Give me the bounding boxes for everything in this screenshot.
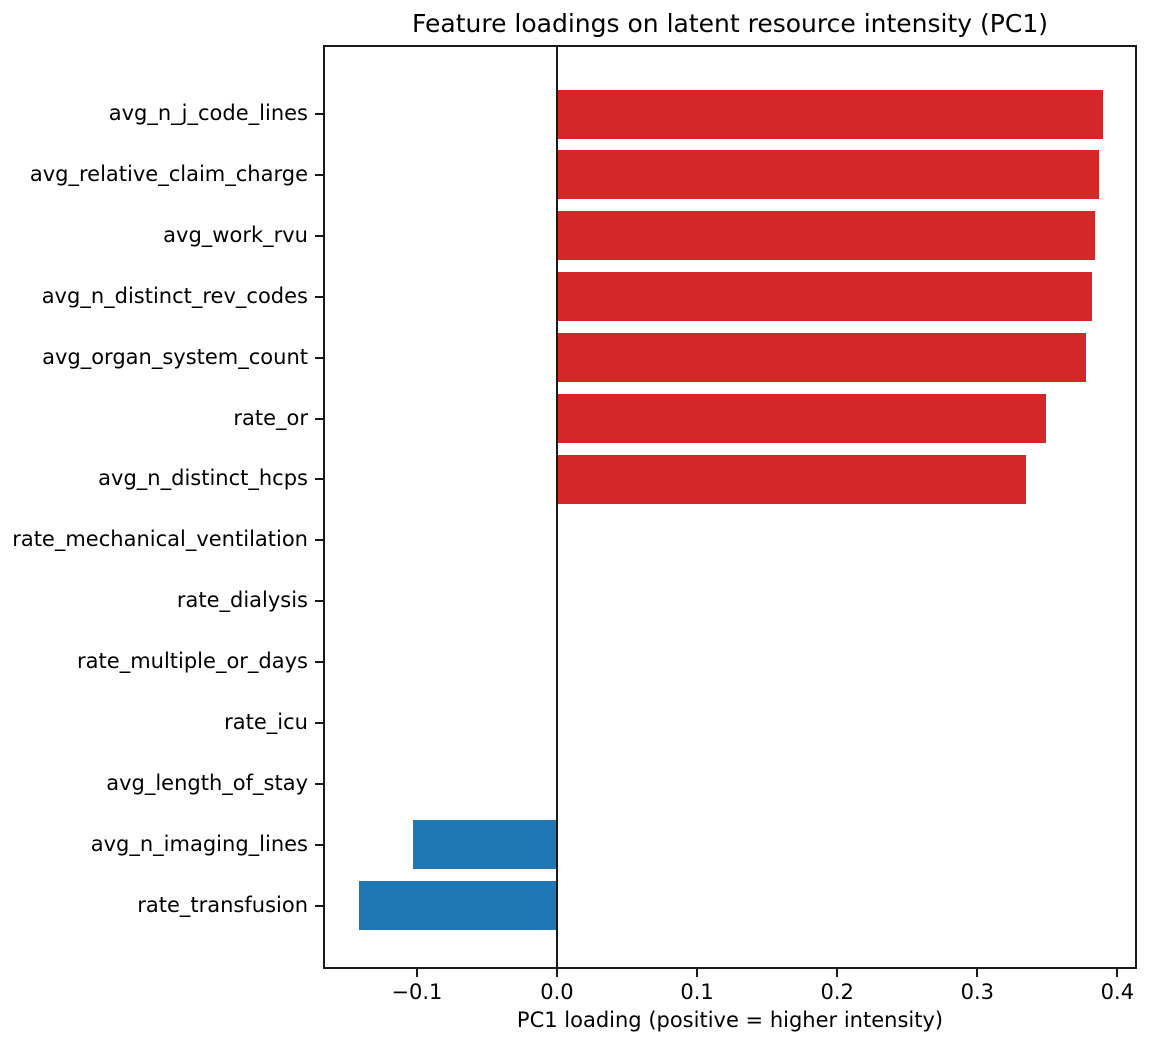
y-tick-mark bbox=[315, 904, 323, 907]
x-tick-label: 0.3 bbox=[960, 980, 994, 1004]
bar-rate_or bbox=[557, 394, 1046, 443]
x-tick-mark bbox=[555, 969, 558, 977]
y-tick-mark bbox=[315, 234, 323, 237]
bar-avg_n_j_code_lines bbox=[557, 89, 1103, 139]
x-tick-label: 0.0 bbox=[540, 980, 574, 1004]
y-tick-mark bbox=[315, 295, 323, 298]
y-tick-label: avg_n_distinct_rev_codes bbox=[41, 283, 308, 308]
y-tick-mark bbox=[315, 356, 323, 359]
x-tick-label: 0.1 bbox=[680, 980, 714, 1004]
y-tick-label: avg_length_of_stay bbox=[106, 770, 308, 795]
y-tick-label: rate_multiple_or_days bbox=[77, 649, 308, 674]
y-tick-mark bbox=[315, 417, 323, 420]
bar-avg_n_imaging_lines bbox=[412, 820, 557, 870]
x-tick-mark bbox=[1116, 969, 1119, 977]
y-tick-mark bbox=[315, 843, 323, 846]
y-tick-label: rate_dialysis bbox=[176, 588, 308, 613]
y-tick-label: avg_work_rvu bbox=[163, 222, 308, 247]
bar-avg_work_rvu bbox=[557, 211, 1095, 261]
y-tick-label: rate_transfusion bbox=[137, 892, 308, 917]
y-tick-mark bbox=[315, 600, 323, 603]
y-tick-label: avg_relative_claim_charge bbox=[29, 161, 308, 186]
chart-title: Feature loadings on latent resource inte… bbox=[412, 9, 1048, 38]
y-tick-mark bbox=[315, 661, 323, 664]
bar-rate_transfusion bbox=[359, 881, 557, 931]
bar-avg_relative_claim_charge bbox=[557, 150, 1099, 200]
y-tick-mark bbox=[315, 478, 323, 481]
x-tick-mark bbox=[976, 969, 979, 977]
bar-avg_n_distinct_rev_codes bbox=[557, 272, 1092, 322]
y-tick-mark bbox=[315, 722, 323, 724]
y-tick-label: rate_icu bbox=[224, 710, 308, 734]
x-tick-mark bbox=[696, 969, 699, 977]
bar-avg_n_distinct_hcps bbox=[557, 454, 1026, 504]
bar-avg_organ_system_count bbox=[557, 333, 1087, 383]
zero-axis-line bbox=[555, 45, 558, 969]
y-tick-mark bbox=[315, 173, 323, 176]
y-tick-mark bbox=[315, 113, 323, 115]
x-axis-label: PC1 loading (positive = higher intensity… bbox=[516, 1008, 944, 1032]
y-tick-label: avg_n_j_code_lines bbox=[108, 101, 308, 125]
y-tick-mark bbox=[315, 539, 323, 542]
y-tick-label: avg_n_imaging_lines bbox=[90, 831, 308, 856]
y-tick-label: avg_organ_system_count bbox=[42, 344, 308, 369]
y-tick-mark bbox=[315, 782, 323, 785]
y-tick-label: avg_n_distinct_hcps bbox=[98, 466, 308, 491]
x-tick-mark bbox=[415, 969, 418, 977]
x-tick-label: 0.4 bbox=[1100, 980, 1135, 1004]
x-tick-mark bbox=[836, 969, 839, 977]
y-tick-label: rate_mechanical_ventilation bbox=[12, 527, 308, 552]
y-tick-label: rate_or bbox=[233, 405, 308, 430]
x-tick-label: −0.1 bbox=[391, 980, 443, 1004]
x-tick-label: 0.2 bbox=[820, 980, 854, 1004]
